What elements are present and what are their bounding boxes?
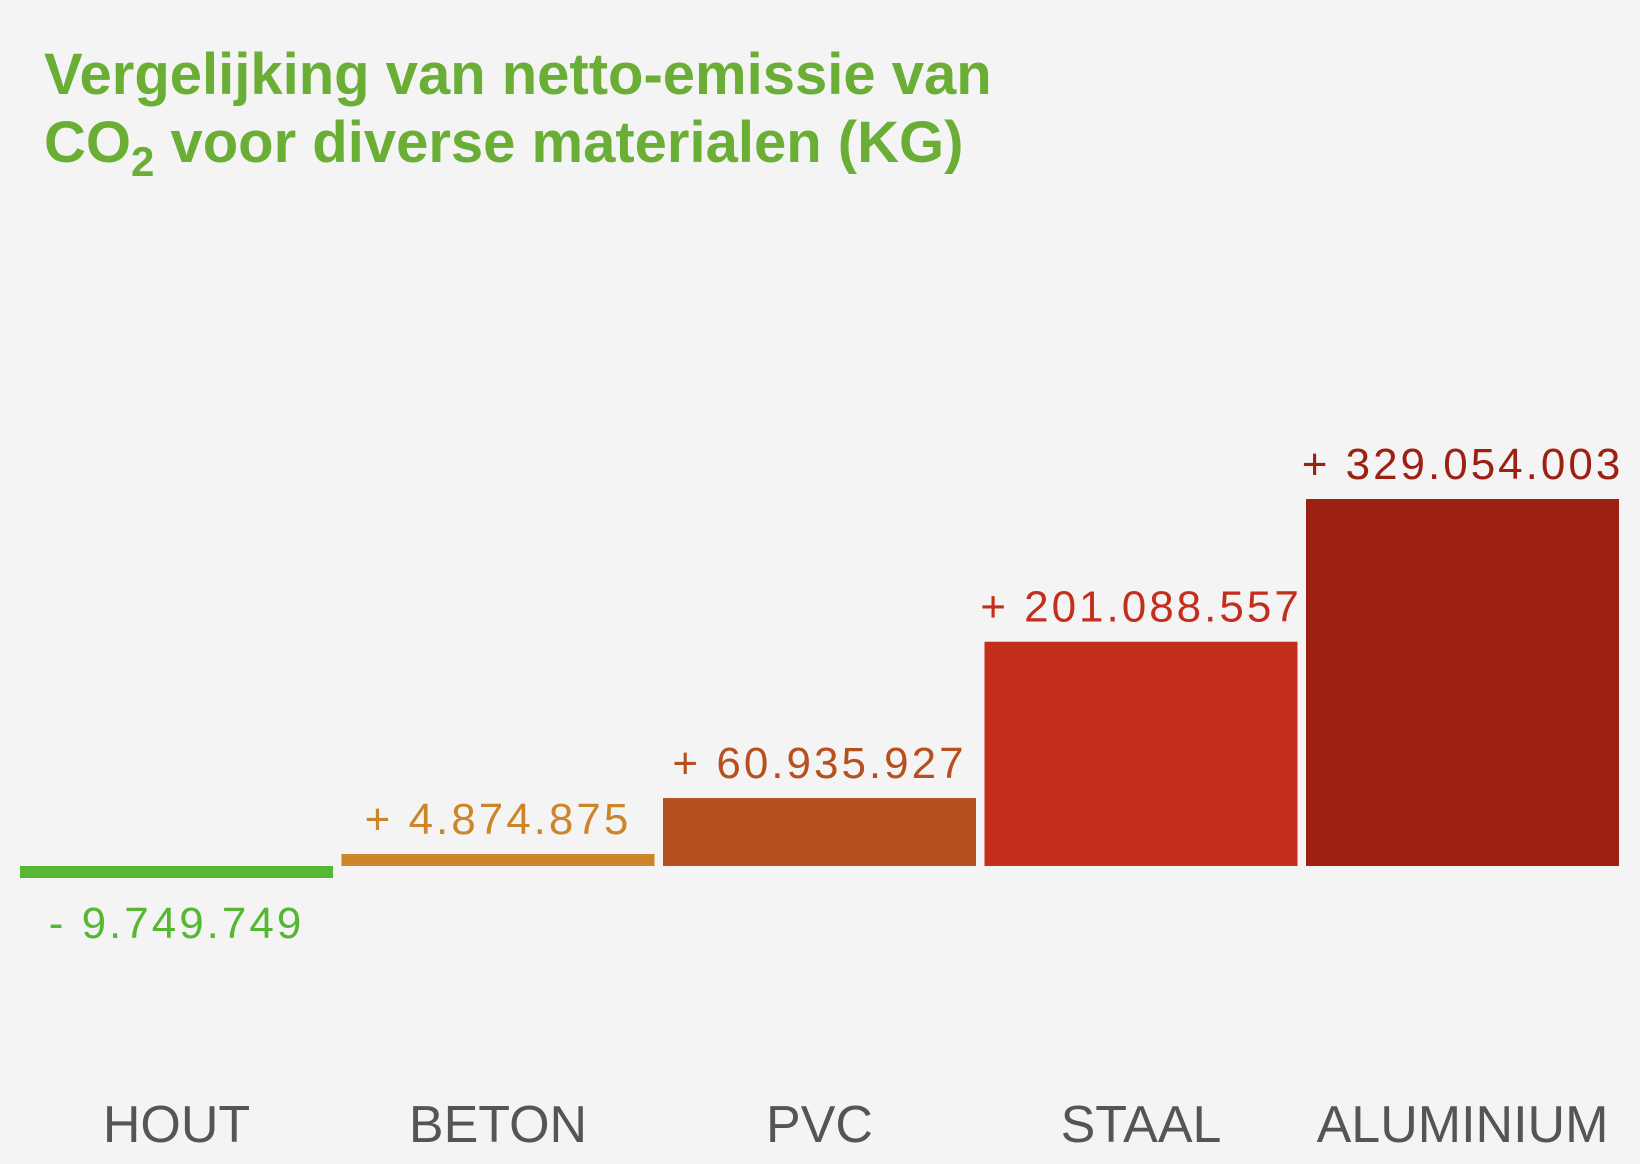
bar-hout: [20, 866, 333, 878]
title-co-text: CO: [44, 110, 131, 175]
value-label-pvc: + 60.935.927: [672, 739, 966, 788]
category-labels-group: HOUT BETON PVC STAAL ALUMINIUM: [103, 1096, 1609, 1154]
value-label-staal: + 201.088.557: [980, 583, 1302, 632]
category-label-pvc: PVC: [766, 1096, 873, 1154]
bar-staal: [984, 641, 1298, 866]
bar-pvc: [663, 798, 976, 866]
value-label-hout: - 9.749.749: [49, 899, 305, 948]
bar-aluminium: [1306, 499, 1619, 866]
category-label-aluminium: ALUMINIUM: [1317, 1096, 1609, 1154]
chart-title-line-1: Vergelijking van netto-emissie van: [44, 42, 992, 107]
title-subscript: 2: [131, 138, 154, 185]
value-label-aluminium: + 329.054.003: [1302, 440, 1624, 489]
value-labels-group: - 9.749.749 + 4.874.875 + 60.935.927 + 201.…: [49, 440, 1624, 948]
value-label-beton: + 4.874.875: [365, 795, 632, 844]
category-label-staal: STAAL: [1061, 1096, 1222, 1154]
bars-group: [20, 499, 1619, 878]
category-label-beton: BETON: [409, 1096, 587, 1154]
title-suffix-text: voor diverse materialen (KG): [154, 110, 963, 175]
category-label-hout: HOUT: [103, 1096, 250, 1154]
chart-title-line-2: CO2 voor diverse materialen (KG): [44, 110, 963, 185]
bar-beton: [341, 854, 655, 866]
